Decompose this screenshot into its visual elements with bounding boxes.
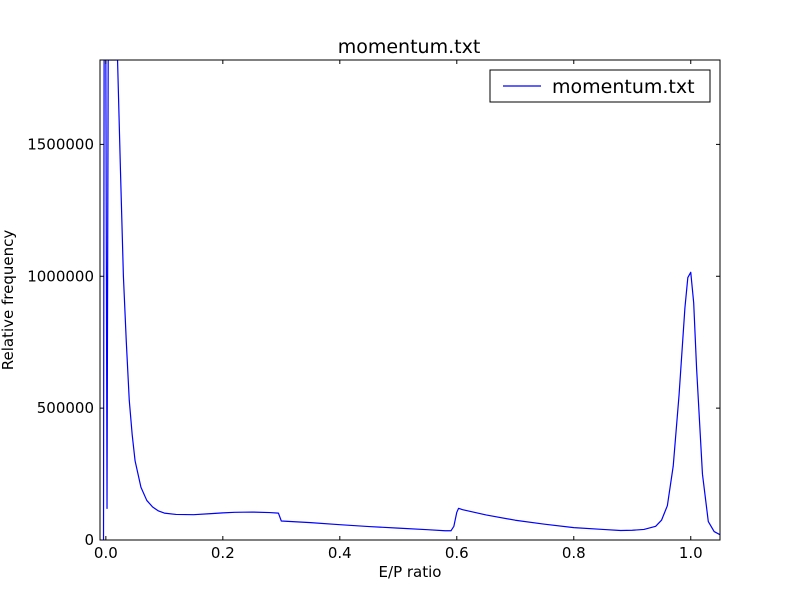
x-tick-label-0: 0.0 [94, 544, 118, 562]
series-layer [102, 60, 720, 540]
y-tick-label-1: 500000 [37, 399, 94, 417]
legend-label-momentum: momentum.txt [552, 76, 695, 98]
x-tick-label-4: 0.8 [562, 544, 586, 562]
plot-area [100, 60, 720, 540]
y-tick-label-3: 1500000 [27, 135, 94, 153]
x-axis-label: E/P ratio [379, 563, 442, 581]
plot-frame [99, 59, 721, 541]
x-tick-label-1: 0.2 [211, 544, 235, 562]
y-axis-label: Relative frequency [0, 230, 17, 371]
series-line-0 [102, 60, 720, 540]
chart-title: momentum.txt [338, 36, 481, 58]
legend: momentum.txt [489, 69, 711, 103]
y-tick-label-0: 0 [84, 531, 94, 549]
x-axis-ticks: 0.0 0.2 0.4 0.6 0.8 1.0 [94, 60, 703, 562]
y-tick-label-2: 1000000 [27, 267, 94, 285]
x-tick-label-2: 0.4 [328, 544, 352, 562]
x-tick-label-5: 1.0 [679, 544, 703, 562]
y-axis-ticks: 0 500000 1000000 1500000 [27, 135, 720, 549]
x-tick-label-3: 0.6 [445, 544, 469, 562]
